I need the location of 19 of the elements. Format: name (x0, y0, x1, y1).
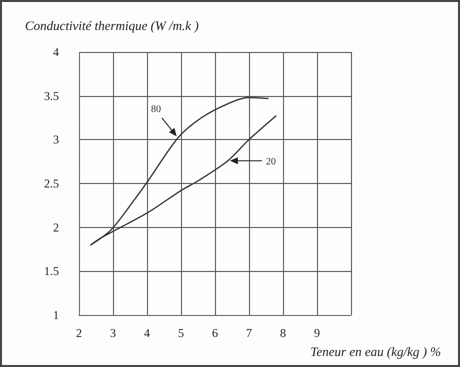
x-tick-label: 4 (144, 326, 150, 340)
x-tick-label: 7 (246, 326, 252, 340)
y-tick-label: 3 (53, 132, 59, 147)
x-axis-title: Teneur en eau (kg/kg ) % (310, 344, 442, 359)
y-tick-label: 4 (53, 45, 59, 59)
x-tick-label: 8 (280, 326, 286, 340)
text: 20 (266, 156, 276, 168)
y-tick-label: 2 (53, 220, 59, 234)
x-tick-label: 5 (178, 326, 184, 340)
x-tick-label: 6 (212, 326, 218, 340)
x-tick-label: 3 (110, 326, 116, 340)
x-tick-label: 2 (76, 326, 82, 340)
y-tick-label: 1.5 (44, 264, 59, 278)
text: 80 (150, 104, 161, 115)
y-tick-label: 1 (53, 308, 59, 322)
x-tick-label: 9 (314, 326, 320, 340)
y-tick-label: 2.5 (44, 176, 59, 190)
y-axis-title: Conductivité thermique (W /m.k ) (25, 18, 199, 33)
y-tick-label: 3.5 (44, 88, 59, 103)
